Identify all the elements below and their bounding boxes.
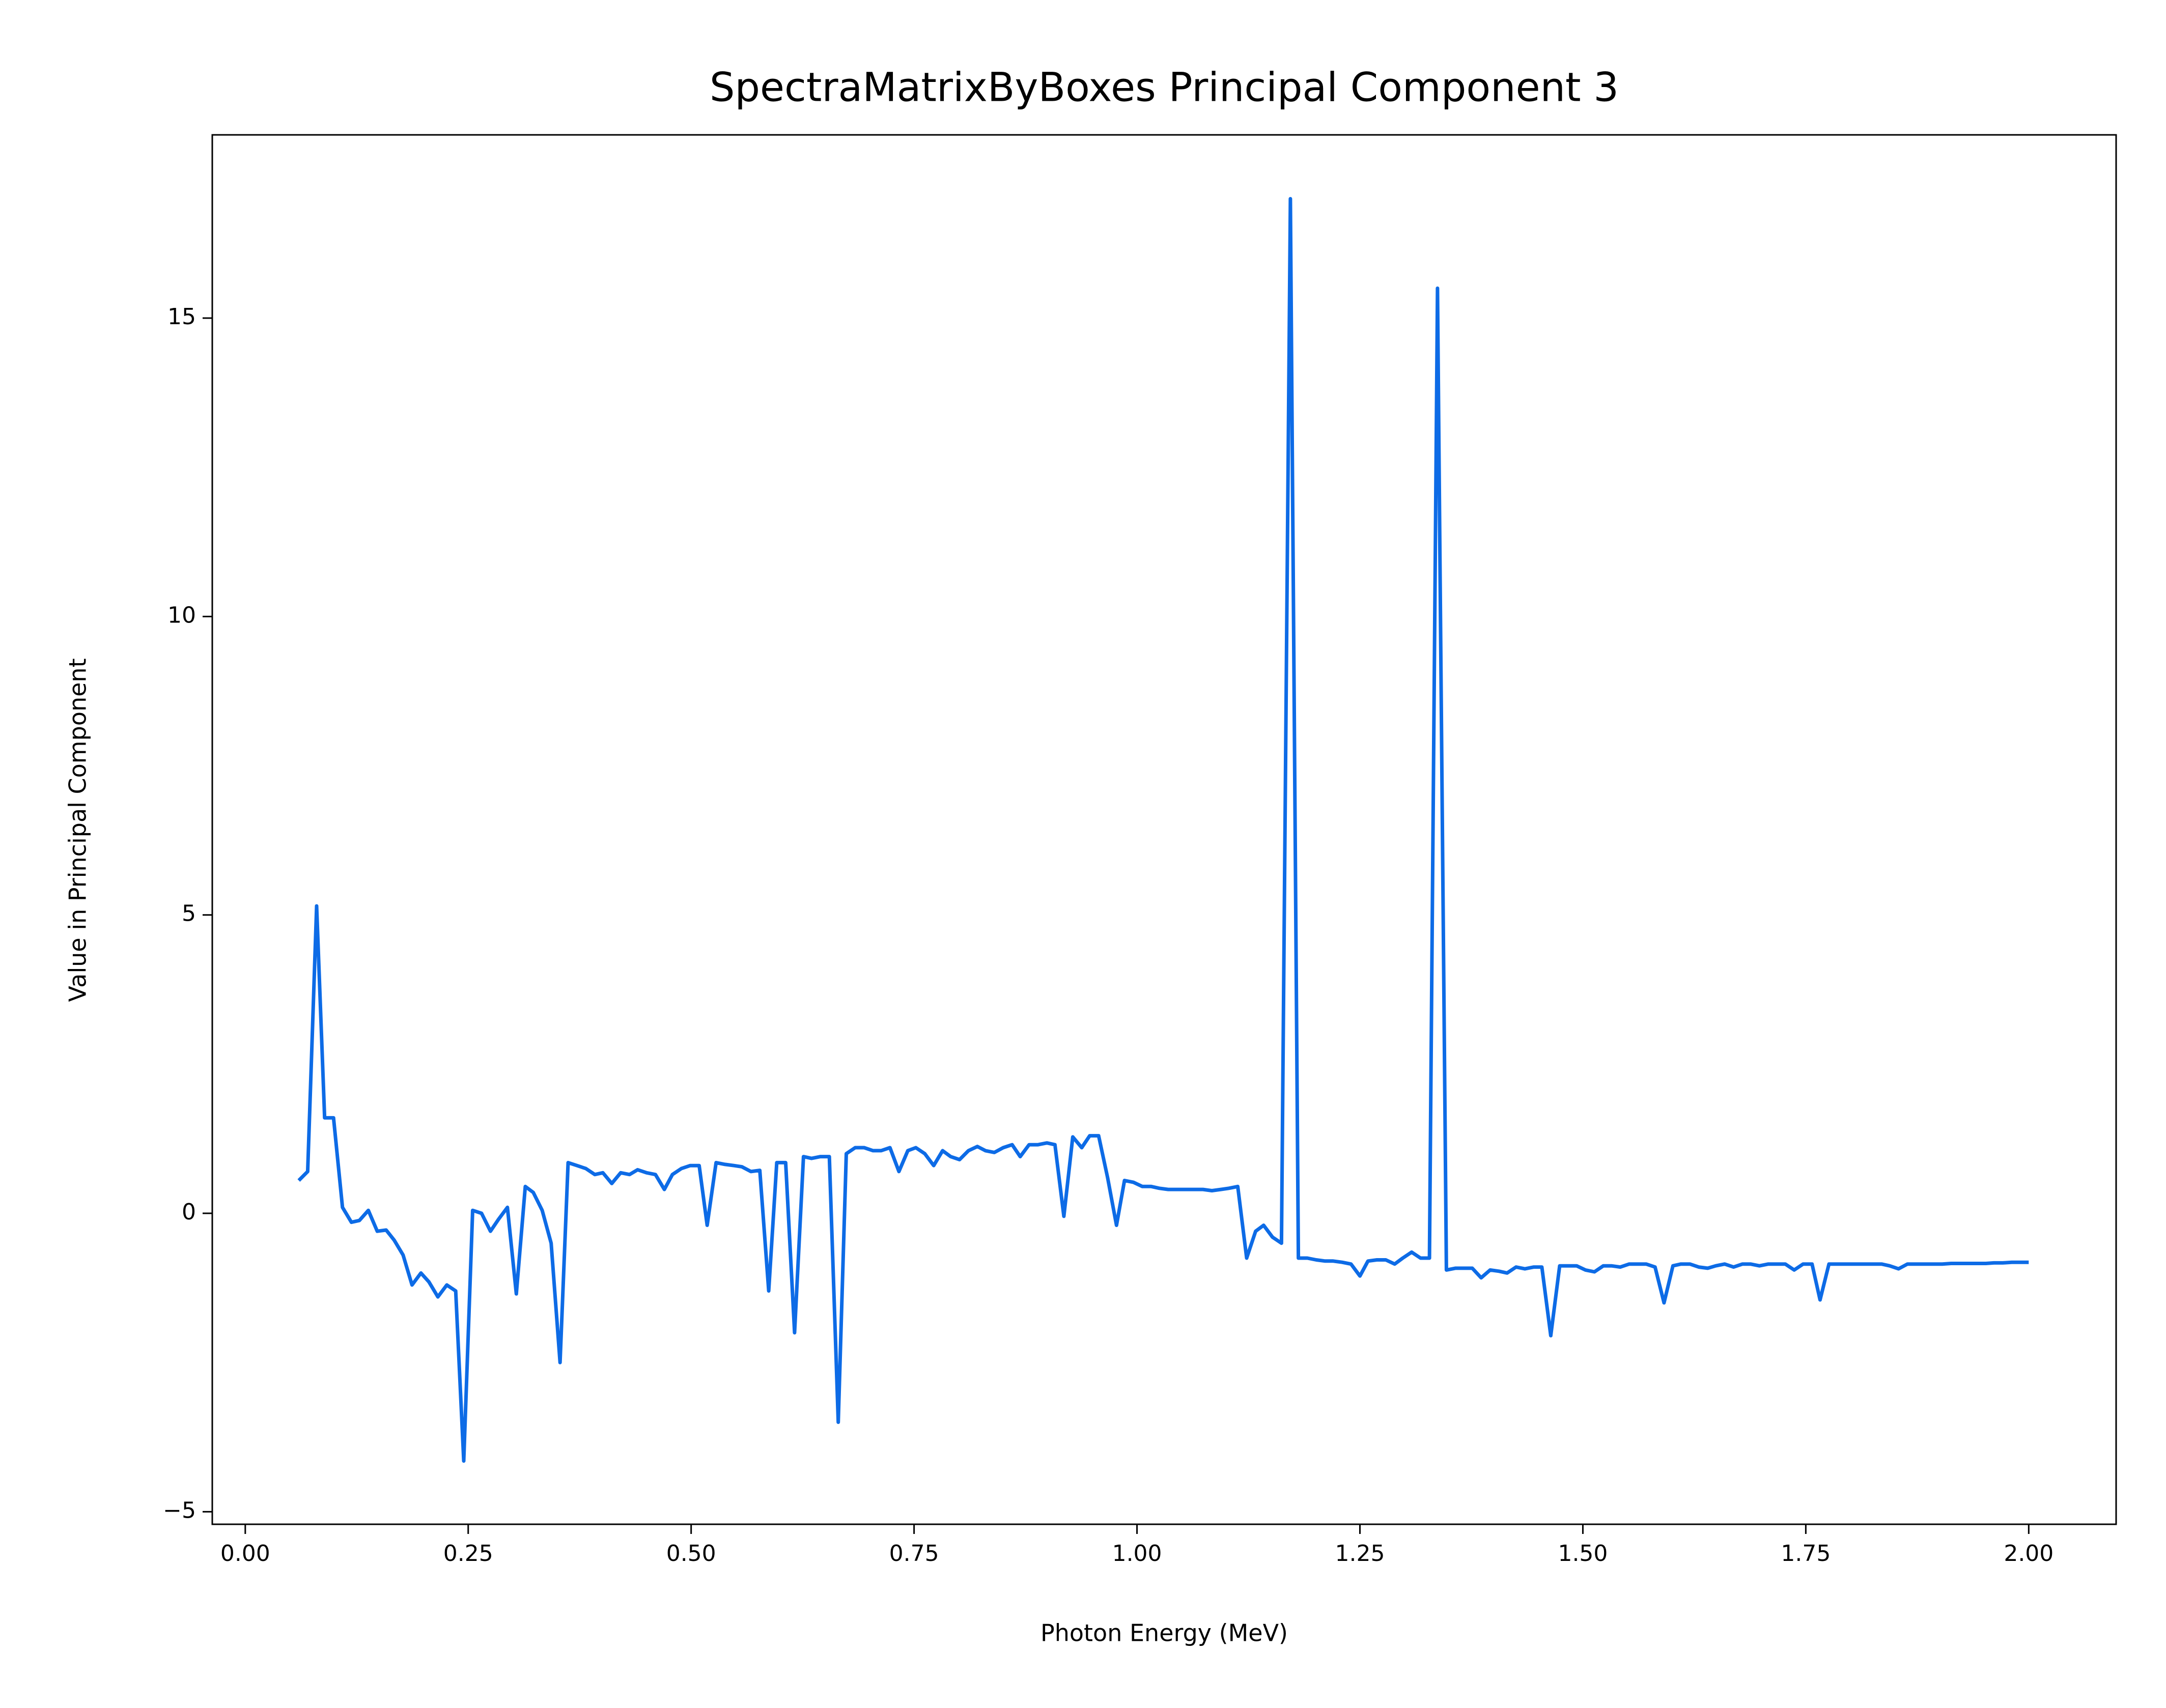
x-tick-label: 1.50 [1558,1541,1608,1567]
x-tick-label: 0.25 [443,1541,493,1567]
plot-frame [211,134,2117,1525]
y-tick-label: 10 [167,602,196,628]
x-axis-label: Photon Energy (MeV) [1040,1619,1288,1647]
chart-title: SpectraMatrixByBoxes Principal Component… [710,65,1619,110]
x-tick-label: 0.75 [889,1541,939,1567]
x-tick-label: 1.00 [1112,1541,1162,1567]
y-tick-label: 15 [167,304,196,330]
y-axis-label: Value in Principal Component [64,658,92,1002]
data-line [297,197,2029,1463]
y-tick-label: 0 [182,1199,196,1225]
x-tick-label: 1.75 [1781,1541,1831,1567]
x-tick-label: 0.00 [220,1541,270,1567]
y-tick-label: 5 [182,901,196,927]
x-tick-label: 0.50 [666,1541,716,1567]
y-tick-label: −5 [163,1497,196,1523]
x-tick-label: 2.00 [2004,1541,2054,1567]
x-tick-label: 1.25 [1335,1541,1385,1567]
